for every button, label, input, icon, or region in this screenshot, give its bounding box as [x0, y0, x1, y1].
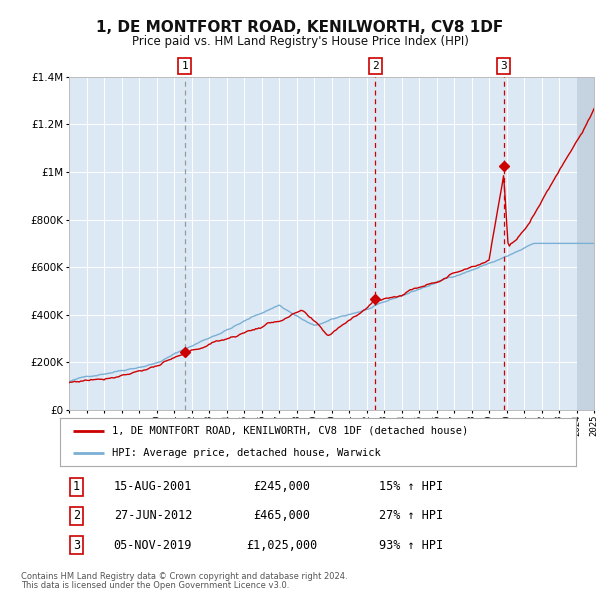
Text: 27-JUN-2012: 27-JUN-2012: [113, 509, 192, 523]
Text: Price paid vs. HM Land Registry's House Price Index (HPI): Price paid vs. HM Land Registry's House …: [131, 35, 469, 48]
Text: 2: 2: [73, 509, 80, 523]
Text: £245,000: £245,000: [253, 480, 310, 493]
Text: 05-NOV-2019: 05-NOV-2019: [113, 539, 192, 552]
Bar: [577, 77, 600, 410]
Text: Contains HM Land Registry data © Crown copyright and database right 2024.: Contains HM Land Registry data © Crown c…: [21, 572, 347, 581]
Text: This data is licensed under the Open Government Licence v3.0.: This data is licensed under the Open Gov…: [21, 581, 289, 589]
Text: HPI: Average price, detached house, Warwick: HPI: Average price, detached house, Warw…: [112, 448, 380, 458]
Text: 1: 1: [73, 480, 80, 493]
Text: 93% ↑ HPI: 93% ↑ HPI: [379, 539, 443, 552]
Text: 1, DE MONTFORT ROAD, KENILWORTH, CV8 1DF (detached house): 1, DE MONTFORT ROAD, KENILWORTH, CV8 1DF…: [112, 426, 468, 436]
Text: 15-AUG-2001: 15-AUG-2001: [113, 480, 192, 493]
Text: 15% ↑ HPI: 15% ↑ HPI: [379, 480, 443, 493]
Text: £1,025,000: £1,025,000: [246, 539, 317, 552]
Text: 1, DE MONTFORT ROAD, KENILWORTH, CV8 1DF: 1, DE MONTFORT ROAD, KENILWORTH, CV8 1DF: [97, 20, 503, 35]
Text: £465,000: £465,000: [253, 509, 310, 523]
Text: 3: 3: [73, 539, 80, 552]
Text: 3: 3: [500, 61, 507, 71]
Text: 2: 2: [371, 61, 379, 71]
Text: 1: 1: [181, 61, 188, 71]
Text: 27% ↑ HPI: 27% ↑ HPI: [379, 509, 443, 523]
